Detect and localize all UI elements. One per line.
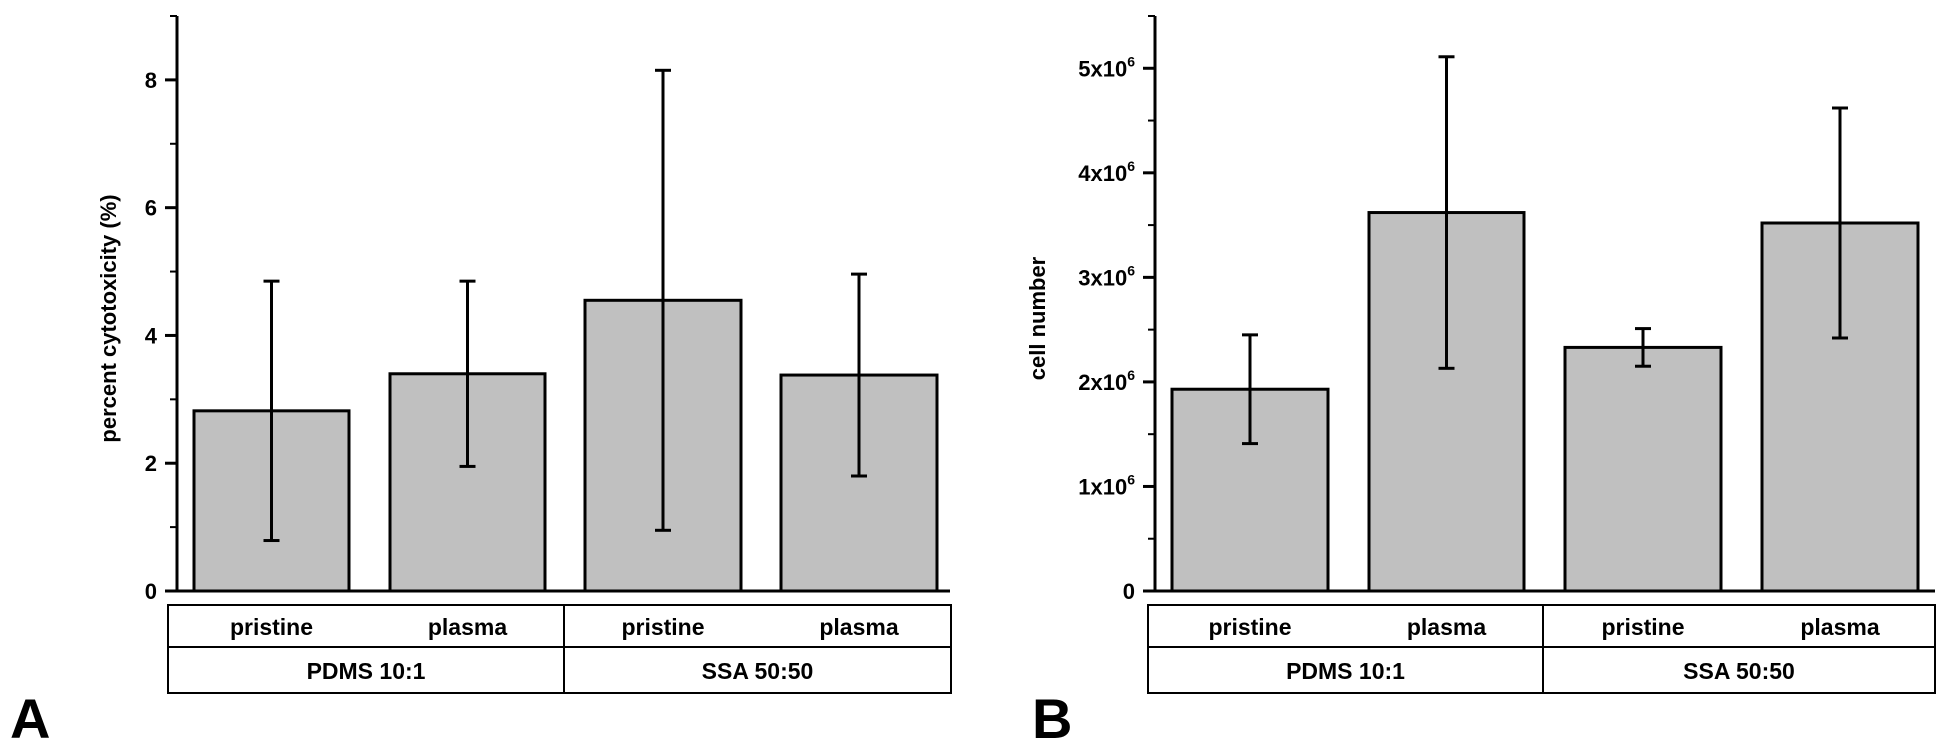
group-label: SSA 50:50 [1683, 658, 1795, 684]
y-tick-exponent: 6 [1127, 367, 1135, 383]
y-tick-label: 0 [145, 579, 157, 604]
group-label: PDMS 10:1 [1286, 658, 1405, 684]
group-label: SSA 50:50 [702, 658, 814, 684]
y-tick-label: 4 [145, 323, 158, 348]
y-tick-mantissa: 0 [1123, 579, 1135, 604]
y-tick-label: 6 [145, 196, 157, 221]
category-label: plasma [428, 614, 507, 640]
y-tick-label: 3x106 [1078, 262, 1135, 290]
y-tick-label: 8 [145, 68, 157, 93]
y-tick-label: 1x106 [1078, 471, 1135, 499]
y-tick-label: 2 [145, 451, 157, 476]
y-tick-mantissa: 5x10 [1078, 56, 1127, 81]
y-tick-exponent: 6 [1127, 53, 1135, 69]
y-tick-exponent: 6 [1127, 471, 1135, 487]
category-table-border [1147, 604, 1936, 694]
y-tick-label: 0 [1123, 579, 1135, 604]
y-tick-exponent: 6 [1127, 158, 1135, 174]
y-tick-mantissa: 2x10 [1078, 370, 1127, 395]
y-tick-label: 2x106 [1078, 367, 1135, 395]
y-tick-exponent: 6 [1127, 262, 1135, 278]
y-tick-label: 4x106 [1078, 158, 1135, 186]
y-tick-mantissa: 3x10 [1078, 265, 1127, 290]
group-label: PDMS 10:1 [307, 658, 426, 684]
category-label: plasma [1800, 614, 1879, 640]
y-axis-title: percent cytotoxicity (%) [96, 194, 121, 442]
y-tick-mantissa: 4x10 [1078, 161, 1127, 186]
chart-panel-a: 0 2 4 6 8 percent cytotoxicity (%) pristine pla… [10, 15, 952, 750]
category-label: pristine [621, 614, 704, 640]
bar [1563, 345, 1723, 593]
category-label: plasma [1407, 614, 1486, 640]
y-axis-title: cell number [1025, 256, 1050, 380]
y-tick-label: 5x106 [1078, 53, 1135, 81]
category-table-border [167, 604, 952, 694]
category-label: pristine [1601, 614, 1684, 640]
y-tick-mantissa: 1x10 [1078, 474, 1127, 499]
category-label: pristine [230, 614, 313, 640]
panel-letter: A [10, 687, 50, 750]
panel-letter: B [1032, 687, 1072, 750]
category-label: pristine [1208, 614, 1291, 640]
category-label: plasma [819, 614, 898, 640]
